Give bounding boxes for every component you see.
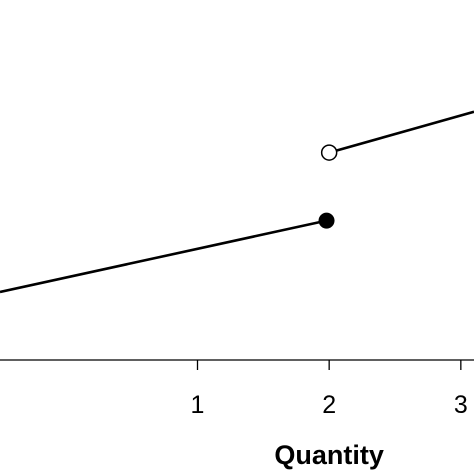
plot-series bbox=[0, 110, 474, 294]
x-tick-label: 3 bbox=[454, 391, 468, 419]
closed-point-marker bbox=[318, 212, 335, 229]
x-tick-label: 1 bbox=[191, 391, 205, 419]
x-tick-label: 2 bbox=[322, 391, 336, 419]
series-line-lower bbox=[0, 219, 327, 294]
open-point-marker bbox=[320, 144, 338, 161]
series-line-upper bbox=[328, 110, 474, 154]
x-axis-ticks: 1 2 3 bbox=[191, 360, 468, 419]
x-axis-title: Quantity bbox=[274, 440, 384, 470]
